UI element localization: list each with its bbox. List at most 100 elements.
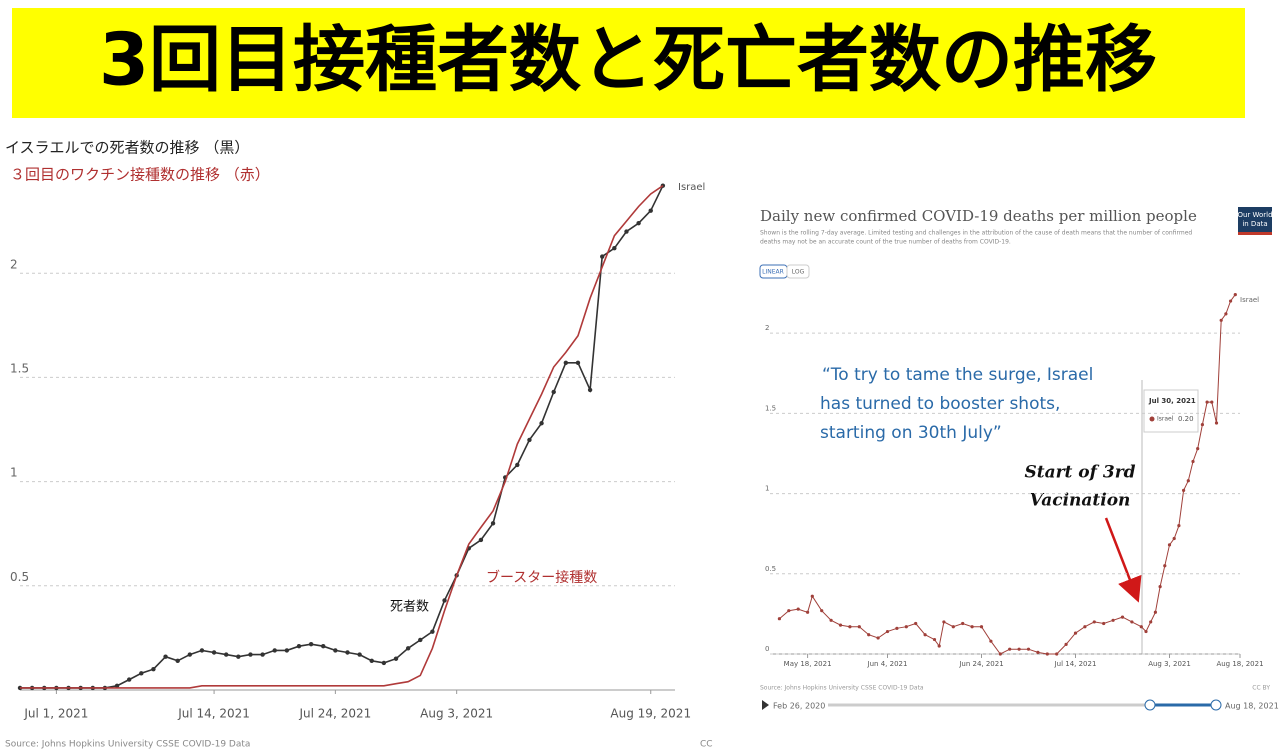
series-line (20, 185, 664, 689)
point (885, 629, 890, 634)
point (1073, 631, 1078, 635)
y-tick-label: 2 (765, 324, 769, 332)
series-line (20, 185, 664, 689)
point (932, 637, 937, 642)
point (260, 652, 265, 657)
point (1224, 312, 1228, 316)
point (970, 625, 974, 629)
point (1111, 618, 1115, 622)
logo (1238, 207, 1272, 235)
point (961, 621, 965, 626)
point (1210, 400, 1214, 404)
point (187, 652, 193, 657)
point (914, 621, 918, 626)
y-tick-label: 0 (765, 645, 769, 653)
point (357, 652, 362, 657)
point (236, 654, 241, 659)
point (942, 620, 946, 624)
x-tick-label: Jul 1, 2021 (23, 707, 88, 721)
timeline-end: Aug 18, 2021 (1225, 702, 1279, 711)
point (163, 654, 168, 659)
annotation: ブースター接種数 (486, 569, 597, 586)
x-tick-label: Aug 18, 2021 (1216, 660, 1263, 668)
header-band (12, 8, 1245, 118)
x-tick-label: Aug 19, 2021 (610, 707, 691, 721)
button-label: LOG (792, 269, 805, 276)
x-tick-label: Jul 14, 2021 (1054, 660, 1097, 668)
chart-subtitle: ３回目のワクチン接種数の推移 （赤） (10, 166, 270, 184)
timeline-start: Feb 26, 2020 (773, 702, 825, 711)
point (430, 629, 435, 634)
y-tick-label: 1 (765, 485, 769, 493)
point (1158, 585, 1162, 589)
tooltip-value: 0.20 (1178, 415, 1194, 423)
point (876, 636, 880, 640)
point (369, 658, 374, 664)
point (224, 652, 229, 657)
point (857, 625, 861, 629)
point (1167, 543, 1172, 547)
point (777, 617, 782, 621)
point (114, 683, 120, 689)
play-button[interactable] (762, 700, 769, 710)
point (490, 521, 496, 526)
point (442, 598, 447, 603)
point (806, 610, 810, 614)
x-tick-label: May 18, 2021 (784, 660, 832, 668)
quote: has turned to booster shots, (820, 394, 1060, 414)
point (1064, 642, 1068, 646)
point (1102, 621, 1106, 626)
point (1036, 650, 1040, 654)
y-tick-label: 1.5 (765, 404, 776, 412)
source: Source: Johns Hopkins University CSSE CO… (760, 685, 924, 692)
point (612, 245, 617, 251)
point (787, 609, 791, 613)
point (1008, 647, 1012, 651)
annotation: Vacination (1030, 491, 1131, 511)
point (126, 677, 132, 682)
series-line (779, 294, 1236, 655)
point (575, 360, 581, 366)
timeline-handle[interactable] (1144, 699, 1156, 711)
x-tick-label: Aug 3, 2021 (1148, 660, 1191, 668)
point (1219, 318, 1223, 322)
point (308, 641, 314, 647)
point (175, 658, 180, 664)
point (563, 360, 569, 366)
chart-subtitle: deaths may not be an accurate count of t… (760, 239, 1011, 246)
tooltip (1143, 389, 1199, 433)
log-button[interactable] (786, 264, 810, 279)
point (211, 650, 217, 655)
chart-title: イスラエルでの死者数の推移 （黒） (5, 139, 249, 157)
point (1092, 620, 1096, 624)
point (1191, 459, 1195, 464)
point (284, 648, 290, 653)
point (1026, 647, 1031, 651)
logo-text: Our World (1237, 211, 1272, 219)
page-title: 3回目接種者数と死亡者数の推移 (99, 18, 1157, 102)
tooltip-date: Jul 30, 2021 (1148, 397, 1196, 405)
tooltip-swatch (1149, 416, 1155, 422)
point (1233, 293, 1237, 297)
point (951, 625, 955, 629)
point (527, 437, 532, 443)
point (1196, 447, 1200, 451)
point (418, 637, 423, 643)
series-label: Israel (678, 182, 705, 193)
y-tick-label: 2 (10, 257, 18, 271)
timeline-handle[interactable] (1210, 699, 1222, 711)
point (1177, 524, 1181, 528)
quote: “To try to tame the surge, Israel (822, 365, 1093, 385)
point (199, 648, 205, 653)
x-tick-label: Aug 3, 2021 (420, 707, 493, 721)
tooltip-series: Israel (1157, 416, 1174, 423)
point (1144, 629, 1148, 634)
point (989, 639, 993, 643)
point (405, 646, 411, 651)
annotation: 死者数 (390, 600, 429, 615)
point (820, 609, 824, 613)
point (1205, 400, 1209, 404)
point (937, 644, 941, 648)
point (248, 652, 253, 657)
